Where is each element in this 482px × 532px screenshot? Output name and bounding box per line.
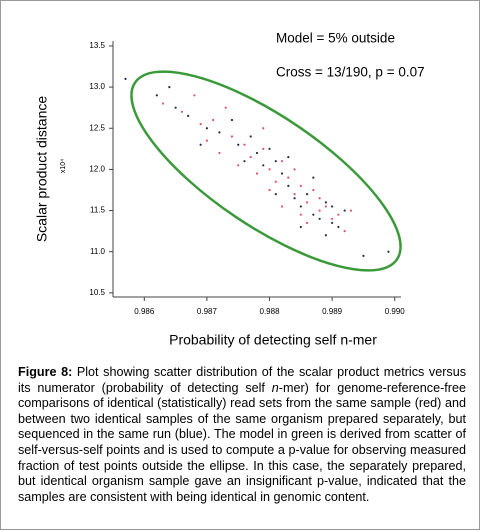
point xyxy=(224,106,227,109)
point xyxy=(255,172,259,175)
point xyxy=(305,201,309,204)
point xyxy=(287,155,290,159)
point xyxy=(199,143,202,146)
point xyxy=(187,114,190,118)
y-tick-label: 10.5 xyxy=(89,288,105,297)
point xyxy=(305,221,309,225)
point xyxy=(274,160,277,163)
point xyxy=(243,160,246,163)
point xyxy=(293,168,296,171)
point xyxy=(299,213,302,216)
point xyxy=(199,123,202,126)
y-axis-label: Scalar product distance xyxy=(34,96,50,243)
point xyxy=(318,217,321,220)
point xyxy=(299,225,302,229)
caption-text: Plot showing scatter distribution of the… xyxy=(18,365,467,395)
point xyxy=(268,147,271,150)
point xyxy=(249,155,252,159)
point xyxy=(180,110,183,113)
point xyxy=(362,254,365,257)
point xyxy=(280,160,284,163)
chart: Model = 5% outside Cross = 13/190, p = 0… xyxy=(34,31,425,348)
point xyxy=(299,205,302,208)
point xyxy=(287,176,290,179)
point xyxy=(305,193,309,196)
point xyxy=(237,164,240,167)
caption-text: n xyxy=(271,380,279,395)
point xyxy=(280,205,284,208)
point xyxy=(312,213,315,216)
caption-label: Figure 8: xyxy=(18,365,73,379)
y-tick-label: 11.5 xyxy=(90,206,106,215)
point xyxy=(293,197,296,200)
point xyxy=(318,197,321,200)
point xyxy=(262,147,265,150)
point xyxy=(293,193,296,196)
point xyxy=(205,139,209,142)
point xyxy=(337,213,340,216)
y-axis-scale: x10⁴ xyxy=(60,159,67,173)
point xyxy=(287,184,290,187)
model-ellipse xyxy=(130,70,402,272)
point xyxy=(280,172,284,175)
point xyxy=(268,168,271,171)
point xyxy=(349,209,353,212)
point xyxy=(318,209,321,212)
point xyxy=(218,131,221,134)
point xyxy=(249,135,252,138)
x-axis-label: Probability of detecting self n-mer xyxy=(169,332,377,348)
x-tick-label: 0.987 xyxy=(197,307,218,316)
point xyxy=(324,205,327,208)
point xyxy=(218,151,221,155)
y-tick-label: 12.5 xyxy=(89,123,105,132)
point xyxy=(193,94,196,97)
y-tick-label: 13.5 xyxy=(89,41,105,50)
caption-text: -mer) for genome-reference-free comparis… xyxy=(18,380,467,504)
point xyxy=(174,106,177,109)
point xyxy=(161,102,165,105)
y-tick-label: 13.0 xyxy=(89,82,105,91)
point xyxy=(324,234,327,237)
point xyxy=(155,94,158,97)
annotation: Model = 5% outside xyxy=(276,31,395,46)
point xyxy=(262,127,265,130)
point xyxy=(331,205,334,208)
point xyxy=(343,230,346,233)
point xyxy=(262,164,265,167)
point xyxy=(387,250,390,253)
point xyxy=(337,225,340,229)
point xyxy=(331,217,334,220)
y-tick-label: 11.0 xyxy=(90,247,106,256)
annotation: Cross = 13/190, p = 0.07 xyxy=(276,65,425,80)
point xyxy=(343,209,346,212)
x-tick-label: 0.990 xyxy=(385,307,406,316)
x-tick-label: 0.986 xyxy=(134,307,155,316)
y-tick-label: 12.0 xyxy=(89,165,105,174)
point xyxy=(312,176,315,179)
point xyxy=(168,85,171,89)
point xyxy=(230,118,234,122)
point xyxy=(243,143,246,146)
point xyxy=(268,188,271,192)
point xyxy=(237,143,240,146)
point xyxy=(299,184,302,187)
point xyxy=(230,135,234,138)
point xyxy=(205,127,209,130)
point xyxy=(274,180,277,183)
x-tick-label: 0.989 xyxy=(322,307,343,316)
point xyxy=(212,118,215,122)
point xyxy=(312,188,315,192)
point xyxy=(124,77,127,80)
point xyxy=(324,201,327,204)
point xyxy=(274,193,277,196)
point xyxy=(331,221,334,225)
caption: Figure 8: Plot showing scatter distribut… xyxy=(18,365,466,505)
x-tick-label: 0.988 xyxy=(260,307,281,316)
point xyxy=(255,151,259,155)
